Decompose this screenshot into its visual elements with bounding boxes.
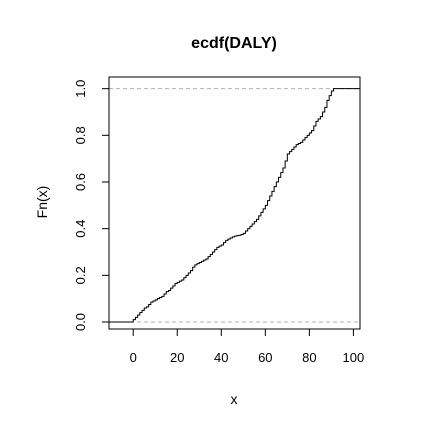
x-tick-label-2: 40 xyxy=(214,350,228,365)
y-tick-label-1: 0.2 xyxy=(73,266,88,284)
chart-title: ecdf(DALY) xyxy=(191,35,277,52)
x-tick-label-5: 100 xyxy=(343,350,365,365)
y-tick-label-2: 0.4 xyxy=(73,220,88,238)
y-tick-label-4: 0.8 xyxy=(73,126,88,144)
y-tick-label-5: 1.0 xyxy=(73,80,88,98)
x-tick-label-3: 60 xyxy=(258,350,272,365)
x-tick-label-0: 0 xyxy=(130,350,137,365)
y-tick-label-3: 0.6 xyxy=(73,173,88,191)
x-tick-label-1: 20 xyxy=(170,350,184,365)
plot-area: 0 20 40 60 80 100 0.0 0.2 0.4 0.6 0.8 1.0 xyxy=(73,76,365,365)
x-axis-label: x xyxy=(231,391,238,407)
x-tick-label-4: 80 xyxy=(302,350,316,365)
y-tick-label-0: 0.0 xyxy=(73,313,88,331)
y-axis-label: Fn(x) xyxy=(34,186,50,219)
ecdf-step-line xyxy=(109,88,360,323)
plot-frame xyxy=(108,76,361,330)
